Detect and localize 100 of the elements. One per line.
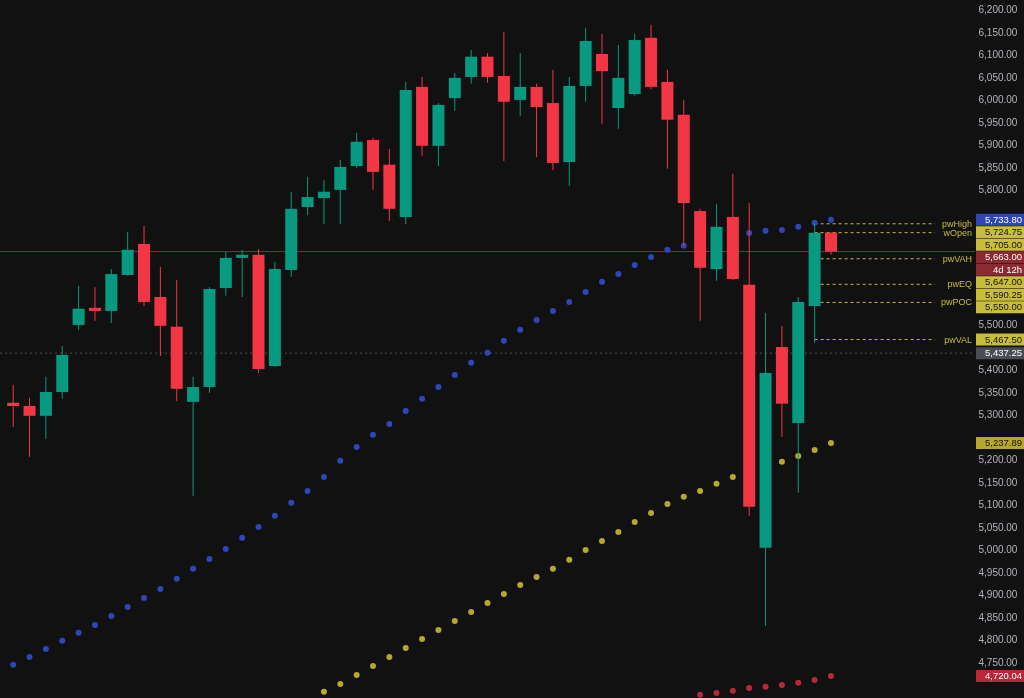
point — [533, 316, 540, 323]
ref-line-label: pwPOC — [940, 297, 973, 308]
y-tick-label: 5,850.00 — [978, 161, 1018, 173]
point — [26, 654, 33, 661]
candlestick — [7, 384, 20, 428]
y-tick-label: 4,800.00 — [978, 634, 1018, 646]
point — [697, 691, 704, 698]
point — [517, 326, 524, 333]
text: 5,467.50 — [985, 333, 1022, 345]
point — [811, 447, 818, 454]
point — [124, 604, 131, 611]
point — [173, 575, 180, 582]
point — [566, 556, 573, 563]
point — [386, 420, 393, 427]
point — [729, 687, 736, 694]
point — [320, 688, 327, 695]
point — [680, 493, 687, 500]
point — [598, 537, 605, 544]
point — [141, 595, 148, 602]
point — [239, 534, 246, 541]
point — [648, 510, 655, 517]
point — [42, 645, 49, 652]
text: 5,437.25 — [985, 347, 1022, 359]
point — [484, 349, 491, 356]
point — [778, 226, 785, 233]
y-tick-label: 6,200.00 — [978, 4, 1018, 16]
point — [713, 480, 720, 487]
point — [304, 487, 311, 494]
candlestick — [72, 285, 85, 331]
point — [451, 371, 458, 378]
point — [435, 384, 442, 391]
point — [827, 216, 834, 223]
text: 5,550.00 — [985, 301, 1022, 313]
text: 5,724.75 — [985, 226, 1022, 238]
point — [517, 582, 524, 589]
text: 5,590.25 — [985, 288, 1022, 300]
point — [729, 474, 736, 481]
candlestick — [317, 179, 330, 225]
point — [271, 512, 278, 519]
point — [582, 546, 589, 553]
point — [402, 407, 409, 414]
point — [451, 618, 458, 625]
point — [795, 223, 802, 230]
candlestick — [23, 397, 36, 458]
candlestick — [481, 52, 494, 84]
point — [108, 613, 115, 620]
y-tick-label: 5,150.00 — [978, 476, 1018, 488]
point — [337, 681, 344, 688]
ref-line-label: pwEQ — [947, 279, 972, 290]
point — [500, 337, 507, 344]
point — [631, 519, 638, 526]
y-tick-label: 5,400.00 — [978, 364, 1018, 376]
y-tick-label: 5,100.00 — [978, 499, 1018, 511]
point — [337, 457, 344, 464]
candlestick — [595, 33, 608, 125]
candlestick — [39, 376, 52, 440]
point — [288, 499, 295, 506]
point — [778, 458, 785, 465]
point — [762, 683, 769, 690]
point — [402, 645, 409, 652]
candlestick — [187, 376, 200, 497]
candlestick — [301, 176, 314, 216]
point — [631, 262, 638, 269]
y-tick-label: 5,050.00 — [978, 521, 1018, 533]
candlestick — [465, 49, 478, 85]
point — [500, 591, 507, 598]
point — [746, 685, 753, 692]
ref-line-label: wOpen — [942, 227, 972, 238]
point — [468, 359, 475, 366]
y-tick-label: 4,850.00 — [978, 611, 1018, 623]
point — [484, 600, 491, 607]
ref-line-label: pwHigh — [941, 218, 972, 229]
y-tick-label: 6,000.00 — [978, 94, 1018, 106]
point — [778, 681, 785, 688]
point — [370, 431, 377, 438]
candlestick — [236, 249, 249, 298]
point — [59, 637, 66, 644]
point — [713, 690, 720, 697]
point — [533, 573, 540, 580]
point — [157, 586, 164, 593]
point — [598, 278, 605, 285]
point — [549, 307, 556, 314]
point — [827, 672, 834, 679]
point — [615, 528, 622, 535]
ref-line-label: pwVAL — [944, 334, 972, 345]
text: 4d 12h — [992, 263, 1022, 275]
y-tick-label: 4,950.00 — [978, 566, 1018, 578]
point — [419, 395, 426, 402]
point — [419, 636, 426, 643]
point — [811, 677, 818, 683]
y-tick-label: 6,050.00 — [978, 71, 1018, 83]
candlestick — [88, 286, 101, 322]
y-tick-label: 5,950.00 — [978, 116, 1018, 128]
point — [762, 227, 769, 234]
point — [255, 523, 262, 530]
point — [795, 679, 802, 686]
y-tick-label: 5,300.00 — [978, 409, 1018, 421]
y-tick-label: 6,150.00 — [978, 26, 1018, 38]
ref-line-label: pwVAH — [942, 253, 972, 264]
y-tick-label: 5,200.00 — [978, 454, 1018, 466]
